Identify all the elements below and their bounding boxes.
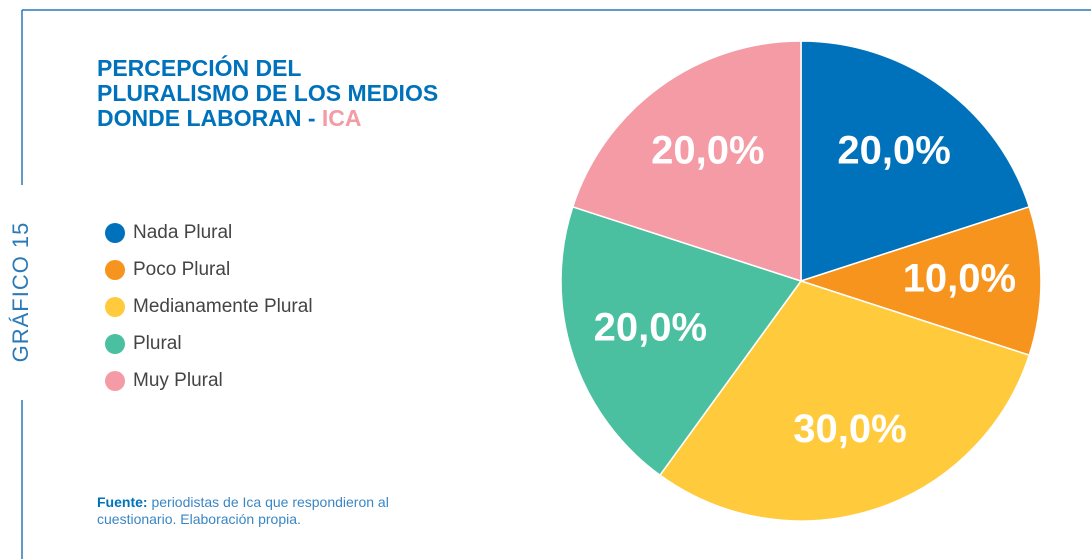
data-label: 20,0% [837, 128, 950, 172]
pie-slice [658, 280, 1031, 522]
pie-slice [798, 205, 1042, 357]
legend-swatch [105, 334, 125, 354]
data-label: 30,0% [793, 407, 906, 451]
source: Fuente: periodistas de Ica que respondie… [97, 494, 437, 528]
legend-swatch [105, 260, 125, 280]
source-text: periodistas de Ica que respondieron al c… [97, 494, 389, 527]
data-label: 20,0% [594, 306, 707, 350]
legend-swatch [105, 297, 125, 317]
title-line: PERCEPCIÓN DEL [97, 54, 301, 81]
legend-label: Nada Plural [133, 222, 232, 243]
legend-swatch [105, 223, 125, 243]
legend-swatch [105, 371, 125, 391]
pie-slice [800, 40, 1031, 283]
title-line: PLURALISMO DE LOS MEDIOS [97, 80, 438, 106]
side-label: GRÁFICO 15 [8, 222, 33, 363]
title-highlight: ICA [322, 105, 362, 131]
legend-label: Plural [133, 333, 182, 354]
data-label: 20,0% [651, 128, 764, 172]
pie-slice [571, 40, 802, 283]
pie-slice [560, 205, 803, 477]
legend-label: Poco Plural [133, 259, 230, 280]
chart-title: PERCEPCIÓN DEL PLURALISMO DE LOS MEDIOS DO… [97, 54, 438, 131]
legend-label: Muy Plural [133, 370, 223, 391]
source-label: Fuente: [97, 494, 148, 510]
title-line: DONDE LABORAN - [97, 105, 322, 131]
data-label: 10,0% [903, 257, 1016, 301]
legend-label: Medianamente Plural [133, 296, 313, 317]
